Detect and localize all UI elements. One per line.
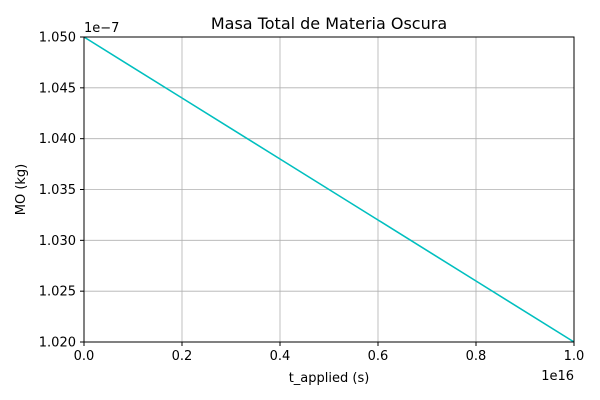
x-axis-label: t_applied (s) [289, 371, 370, 386]
y-tick-label: 1.030 [39, 234, 76, 249]
y-tick-label: 1.020 [39, 336, 76, 351]
x-tick-label: 0.2 [172, 349, 193, 364]
y-tick-label: 1.035 [39, 183, 76, 198]
ticks: 0.0 0.2 0.4 0.6 0.8 1.0 1.020 1.025 1.030 1.035 1.… [39, 31, 585, 365]
y-axis-offset-label: 1e−7 [84, 21, 119, 36]
x-tick-label: 0.6 [368, 349, 389, 364]
y-tick-label: 1.040 [39, 132, 76, 147]
x-tick-label: 0.8 [466, 349, 487, 364]
y-tick-label: 1.025 [39, 285, 76, 300]
x-tick-label: 0.4 [270, 349, 291, 364]
y-tick-label: 1.050 [39, 31, 76, 46]
y-axis-label: MO (kg) [14, 164, 29, 216]
x-axis-offset-label: 1e16 [541, 369, 574, 384]
chart-title: Masa Total de Materia Oscura [211, 14, 447, 33]
x-tick-label: 1.0 [564, 349, 585, 364]
y-tick-label: 1.045 [39, 81, 76, 96]
x-tick-label: 0.0 [74, 349, 95, 364]
series-layer [83, 36, 575, 343]
series-line [83, 36, 575, 343]
